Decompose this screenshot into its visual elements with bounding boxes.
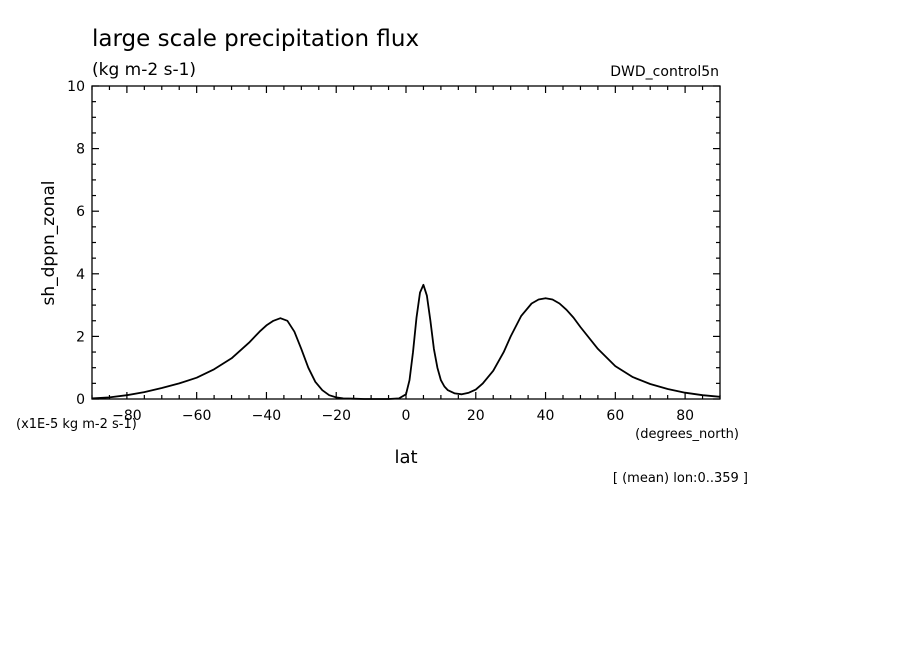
- y-tick-label: 4: [76, 267, 85, 283]
- y-tick-label: 0: [76, 392, 85, 408]
- y-tick-label: 10: [67, 79, 85, 95]
- footnote: [ (mean) lon:0..359 ]: [613, 471, 748, 486]
- dataset-label: DWD_control5n: [610, 64, 719, 80]
- x-tick-label: −80: [112, 408, 142, 424]
- chart-title: large scale precipitation flux: [92, 26, 419, 52]
- x-tick-label: −40: [252, 408, 282, 424]
- x-tick-label: 60: [606, 408, 624, 424]
- y-tick-label: 6: [76, 204, 85, 220]
- x-tick-label: 0: [402, 408, 411, 424]
- y-axis-label: sh_dppn_zonal: [39, 180, 59, 305]
- x-tick-label: 20: [467, 408, 485, 424]
- y-scale-label: (x1E-5 kg m-2 s-1): [16, 417, 137, 432]
- plot-frame: [91, 85, 721, 400]
- x-tick-label: −20: [321, 408, 351, 424]
- chart-subtitle: (kg m-2 s-1): [92, 60, 196, 80]
- x-tick-label: 80: [676, 408, 694, 424]
- y-tick-label: 2: [76, 329, 85, 345]
- y-tick-label: 8: [76, 142, 85, 158]
- x-axis-ticks: −80 −60 −40 −20 0 20 40 60 80: [91, 86, 721, 424]
- x-tick-label: −60: [182, 408, 212, 424]
- x-units-label: (degrees_north): [635, 427, 739, 442]
- x-axis-label: lat: [394, 447, 417, 468]
- x-tick-label: 40: [537, 408, 555, 424]
- series-line: [91, 283, 721, 400]
- y-axis-ticks: 0 2 4 6 8 10: [67, 79, 720, 408]
